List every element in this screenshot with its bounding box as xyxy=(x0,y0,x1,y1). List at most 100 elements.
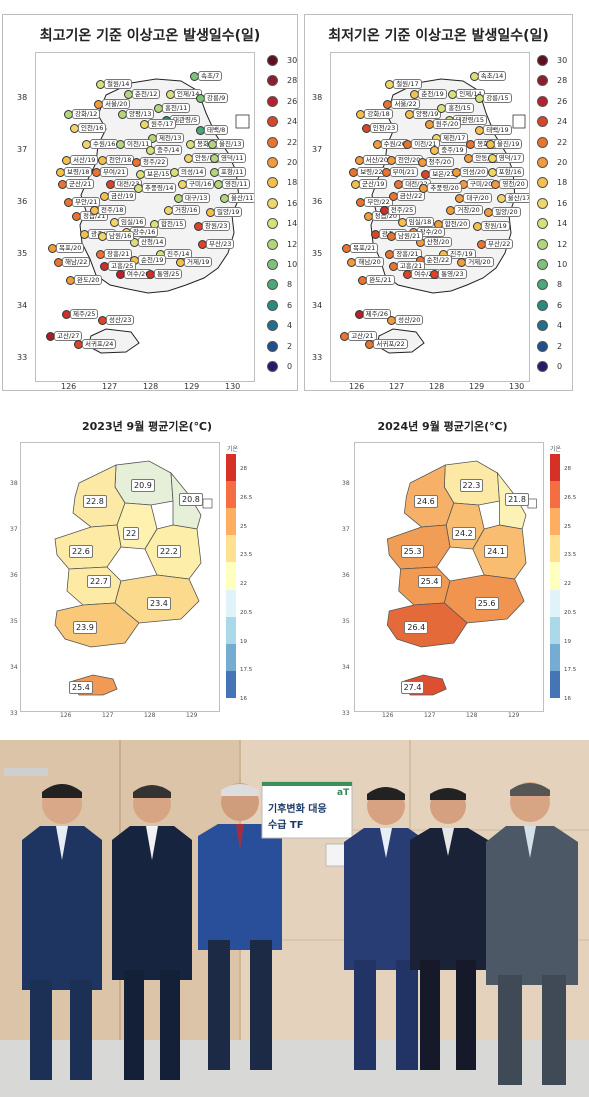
legend-item: 6 xyxy=(537,299,562,311)
person-4 xyxy=(344,787,428,1070)
legend-item: 6 xyxy=(267,299,292,311)
colorbar-segment xyxy=(550,589,560,617)
x-tick-label: 130 xyxy=(509,382,525,391)
legend-swatch xyxy=(267,361,278,372)
y-tick-label: 37 xyxy=(10,526,18,533)
station-label: 창원/19 xyxy=(481,221,510,231)
legend-swatch xyxy=(537,116,548,128)
legend-swatch xyxy=(267,157,278,168)
station-label: 이천/21 xyxy=(411,139,440,149)
y-tick-label: 36 xyxy=(342,572,350,579)
colorbar-tick-label: 19 xyxy=(240,638,247,645)
x-tick-label: 127 xyxy=(102,712,114,719)
person-2 xyxy=(112,785,192,1080)
station-label: 목포/20 xyxy=(56,243,85,253)
station-label: 강릉/15 xyxy=(483,93,512,103)
sep-2023-map: 20.9 20.8 22.8 22 22.6 22.2 22.7 23.4 23.9 25.4 xyxy=(20,442,220,712)
x-tick-label: 129 xyxy=(186,712,198,719)
legend-item: 10 xyxy=(267,259,297,270)
y-tick-label: 38 xyxy=(342,480,350,487)
station-label: 목포/21 xyxy=(350,243,379,253)
station-label: 구미/16 xyxy=(186,179,215,189)
station-label: 청주/20 xyxy=(425,157,455,167)
x-tick-label: 129 xyxy=(184,382,200,391)
legend-swatch xyxy=(537,320,548,332)
y-tick-label: 33 xyxy=(17,353,28,362)
y-tick-label: 36 xyxy=(312,197,323,206)
station-label: 강화/18 xyxy=(364,109,393,119)
colorbar-tick-label: 22 xyxy=(564,581,571,587)
station-label: 제주/26 xyxy=(362,309,392,319)
legend-item: 12 xyxy=(537,238,567,250)
legend-label: 4 xyxy=(287,321,293,331)
legend-swatch xyxy=(537,218,548,230)
station-label: 포항/11 xyxy=(218,167,247,177)
station-label: 보령/18 xyxy=(64,167,93,177)
station-label: 서산/19 xyxy=(70,155,99,165)
legend-item: 28 xyxy=(267,75,298,87)
legend-label: 14 xyxy=(557,219,568,229)
x-tick-label: 128 xyxy=(144,712,156,719)
station-label: 완도/21 xyxy=(366,275,395,285)
legend-item: 22 xyxy=(267,136,297,148)
station-label: 부여/21 xyxy=(389,167,419,177)
station-label: 춘천/19 xyxy=(418,89,447,99)
station-label: 대구/20 xyxy=(463,193,492,203)
station-label: 부안/22 xyxy=(364,197,393,207)
station-label: 완도/20 xyxy=(74,275,103,285)
legend-label: 22 xyxy=(557,137,568,147)
station-label: 인천/16 xyxy=(78,123,107,133)
colorbar-tick-label: 16 xyxy=(564,696,571,702)
region-value-label: 26.4 xyxy=(404,621,429,634)
region-value-label: 22.7 xyxy=(87,575,111,588)
legend-item: 30 xyxy=(537,55,567,66)
legend-item: 8 xyxy=(267,279,292,291)
x-tick-label: 130 xyxy=(225,382,241,391)
colorbar-segment xyxy=(550,454,560,482)
region-value-label: 24.6 xyxy=(413,495,438,508)
station-label: 고산/27 xyxy=(54,331,83,341)
colorbar-segment xyxy=(550,562,560,590)
region-value-label: 25.4 xyxy=(69,681,93,694)
station-label: 성산/23 xyxy=(106,315,135,325)
station-label: 고산/21 xyxy=(348,331,377,341)
region-value-label: 25.3 xyxy=(400,545,425,558)
y-tick-label: 37 xyxy=(17,145,28,154)
station-label: 전주/25 xyxy=(387,205,417,215)
station-label: 장수/16 xyxy=(130,227,159,237)
max-temp-panel: 최고기온 기준 이상고온 발생일수(일) 속초/7 철원/14 춘천/12 인제/14… xyxy=(2,14,298,391)
temperature-colorbar xyxy=(226,454,236,698)
colorbar-tick-label: 25 xyxy=(564,523,571,530)
station-label: 부산/22 xyxy=(485,239,514,249)
max-temp-map: 속초/7 철원/14 춘천/12 인제/14 강릉/9 서울/20 강화/12 양평/13 홍천… xyxy=(35,52,255,382)
colorbar-segment xyxy=(550,508,560,536)
legend-swatch xyxy=(267,238,278,250)
min-temp-map: 속초/14 철원/17 춘천/19 인제/14 강릉/15 서울/22 강화/18 양평/19… xyxy=(330,52,530,382)
y-tick-label: 33 xyxy=(10,710,18,717)
person-6 xyxy=(486,782,578,1085)
colorbar-tick-label: 26.5 xyxy=(564,494,577,501)
station-label: 원주/20 xyxy=(432,119,462,129)
sep-2024-panel: 2024년 9월 평균기온(℃) 22.3 21.8 24.6 24.2 25.3 24.… xyxy=(298,410,587,720)
korea-region-map xyxy=(386,460,537,696)
colorbar-segment xyxy=(226,616,236,644)
legend-swatch xyxy=(267,95,278,107)
station-label: 영덕/11 xyxy=(218,153,247,163)
legend-label: 28 xyxy=(287,76,298,86)
station-label: 금산/19 xyxy=(108,191,137,201)
legend-item: 26 xyxy=(267,95,297,107)
station-label: 추풍령/14 xyxy=(142,183,177,193)
legend-label: 16 xyxy=(557,198,568,208)
x-tick-label: 129 xyxy=(469,382,485,391)
station-label: 통영/25 xyxy=(154,269,183,279)
temperature-colorbar xyxy=(550,454,560,698)
region-value-label: 22 xyxy=(123,527,140,540)
legend-swatch xyxy=(537,136,548,148)
colorbar-segment xyxy=(226,589,236,617)
station-label: 대구/13 xyxy=(182,193,211,203)
legend-item: 26 xyxy=(537,95,567,107)
station-label: 포항/16 xyxy=(495,167,525,177)
x-tick-label: 128 xyxy=(466,712,478,719)
station-label: 인천/23 xyxy=(369,123,399,133)
region-value-label: 21.8 xyxy=(505,493,529,506)
